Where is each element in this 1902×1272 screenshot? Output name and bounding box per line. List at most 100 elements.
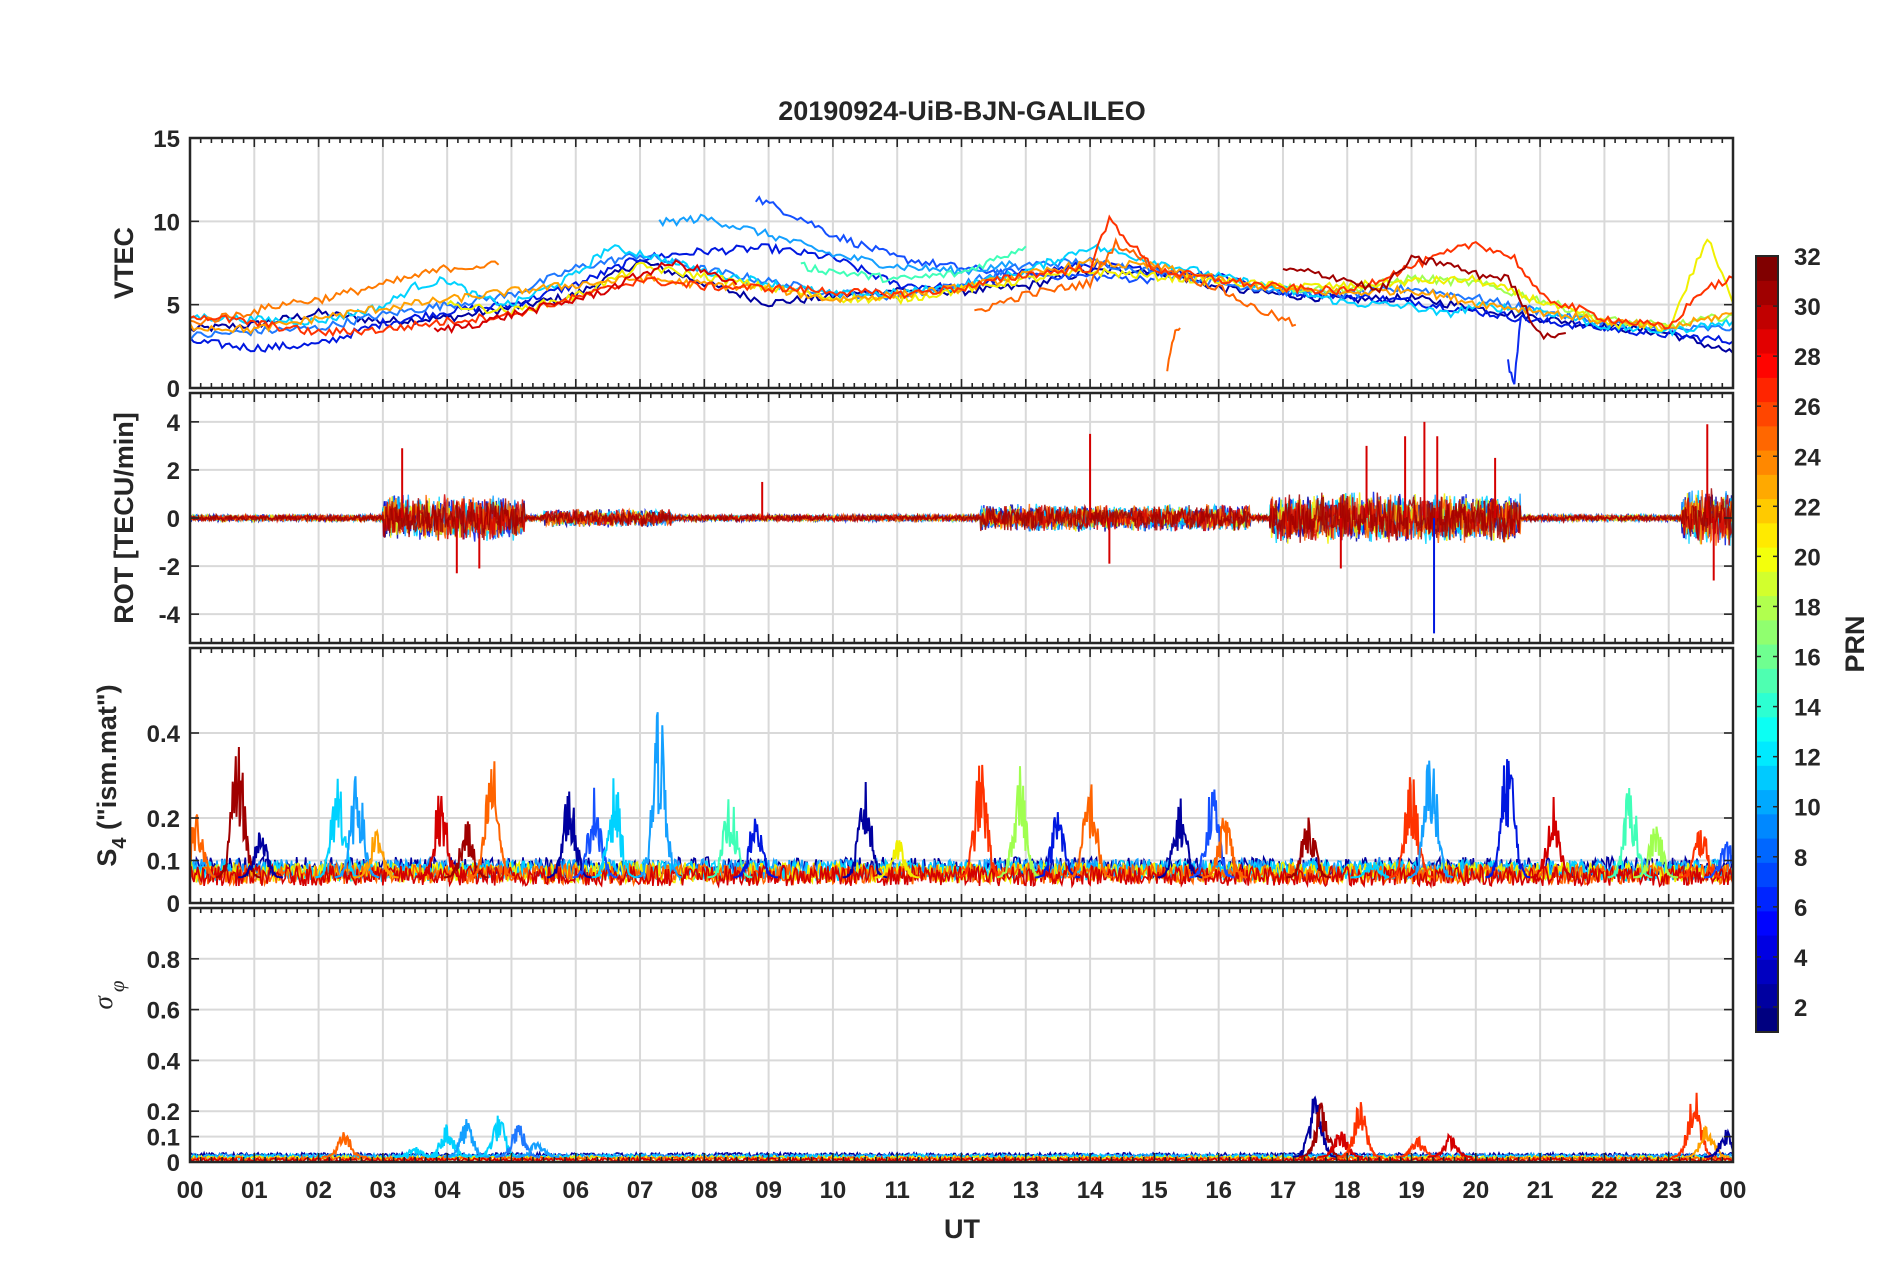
colorbar-band <box>1756 474 1778 500</box>
colorbar-tick-label: 24 <box>1794 444 1821 471</box>
colorbar-tick-label: 26 <box>1794 394 1821 421</box>
colorbar-tick-label: 18 <box>1794 594 1821 621</box>
sigma_phi-burst <box>1427 1132 1473 1158</box>
vtec-series-prn-15 <box>800 245 1027 284</box>
colorbar-tick-label: 32 <box>1794 244 1821 271</box>
s4-burst <box>353 828 399 879</box>
x-tick-label: 19 <box>1398 1177 1425 1204</box>
s4-burst <box>733 818 779 879</box>
x-axis: 00 01 02 03 04 05 06 07 08 09 10 11 12 13 14 15 16 17 18 19… <box>177 1177 1747 1204</box>
y-tick-label: -4 <box>159 602 181 629</box>
s4-baseline-series <box>190 860 1733 888</box>
s4-burst <box>1703 841 1733 879</box>
sigma_phi-burst <box>1318 1131 1364 1158</box>
y-tick-label: 0.8 <box>147 947 180 974</box>
colorbar-band <box>1756 765 1778 791</box>
colorbar-tick-label: 20 <box>1794 544 1821 571</box>
vtec-series-prn-25 <box>1166 327 1181 372</box>
s4-burst <box>315 778 361 879</box>
s4-burst <box>874 840 920 879</box>
y-axis-label-s4: S4 ("ism.mat") <box>92 684 131 866</box>
vtec-series-prn-20 <box>446 238 1733 332</box>
data-vtec <box>190 195 1733 385</box>
vtec-series-prn-27 <box>190 214 1733 338</box>
data-s4 <box>190 711 1733 889</box>
x-tick-label: 18 <box>1334 1177 1361 1204</box>
colorbar-band <box>1756 571 1778 597</box>
x-tick-label: 15 <box>1141 1177 1168 1204</box>
colorbar-tick-label: 6 <box>1794 895 1807 922</box>
s4-burst <box>1035 812 1081 879</box>
x-minor-ticks <box>189 138 1734 388</box>
s4-burst <box>707 799 753 879</box>
y-tick-label: 0.2 <box>147 1099 180 1126</box>
colorbar-tick-label: 2 <box>1794 995 1807 1022</box>
sigma_phi-burst <box>476 1115 521 1158</box>
x-tick-label: 09 <box>755 1177 782 1204</box>
s4-burst <box>1485 759 1531 879</box>
colorbar-tick-label: 22 <box>1794 494 1821 521</box>
chart-title: 20190924-UiB-BJN-GALILEO <box>778 96 1146 126</box>
colorbar-band <box>1756 813 1778 839</box>
sigma_phi-burst <box>1671 1092 1717 1158</box>
colorbar-band <box>1756 910 1778 936</box>
colorbar-tick-label: 12 <box>1794 745 1821 772</box>
vtec-series-prn-5 <box>1507 317 1522 385</box>
y-axis-label-sigma-phi: σφ <box>88 980 129 1009</box>
x-tick-label: 16 <box>1205 1177 1232 1204</box>
y-tick-label: -2 <box>159 554 180 581</box>
colorbar-band <box>1756 862 1778 888</box>
y-tick-label: 0 <box>167 506 180 533</box>
x-minor-ticks <box>189 908 1734 1162</box>
s4-burst <box>190 814 219 879</box>
s4-burst <box>572 787 618 879</box>
x-tick-label: 22 <box>1591 1177 1618 1204</box>
y-tick-label: 0.2 <box>147 806 180 833</box>
s4-burst <box>1067 784 1113 879</box>
y-tick-label: 0 <box>167 1150 180 1177</box>
panel-s4: 0 0.1 0.2 0.4 S4 ("ism.mat") <box>92 646 1735 918</box>
x-tick-label: 20 <box>1462 1177 1489 1204</box>
s4-burst <box>996 766 1042 879</box>
x-tick-label: 01 <box>241 1177 268 1204</box>
panel-sigma_phi: 00.10.2 0.4 0.6 0.8 σφ <box>88 906 1735 1177</box>
colorbar-band <box>1756 692 1778 718</box>
s4-burst <box>469 761 515 879</box>
colorbar-band <box>1756 280 1778 306</box>
colorbar-tick-label: 30 <box>1794 294 1821 321</box>
colorbar-frame <box>1755 255 1779 1033</box>
sigma_phi-burst <box>443 1119 489 1158</box>
y-tick-label: 0 <box>167 891 180 918</box>
colorbar-band <box>1756 1007 1778 1033</box>
y-tick-label: 0.6 <box>147 998 180 1025</box>
x-tick-label: 17 <box>1270 1177 1297 1204</box>
y-tick-label: 5 <box>167 293 180 320</box>
x-axis-label: UT <box>944 1214 980 1244</box>
grid-s4 <box>190 648 1733 903</box>
colorbar-band <box>1756 716 1778 742</box>
x-tick-label: 21 <box>1527 1177 1554 1204</box>
y-axis-label-vtec: VTEC <box>109 227 139 299</box>
s4-burst <box>1408 760 1454 879</box>
colorbar-tick-label: 8 <box>1794 845 1807 872</box>
y-tick-label: 0.4 <box>147 1048 181 1075</box>
colorbar-band <box>1756 668 1778 694</box>
s4-burst <box>1530 796 1576 879</box>
colorbar-band <box>1756 619 1778 645</box>
x-tick-label: 10 <box>820 1177 847 1204</box>
sigma_phi-burst <box>1704 1128 1733 1158</box>
colorbar-band <box>1756 328 1778 354</box>
colorbar-band <box>1756 741 1778 766</box>
x-tick-label: 23 <box>1655 1177 1682 1204</box>
s4-burst <box>1286 817 1332 879</box>
vtec-series-prn-31 <box>1282 254 1566 341</box>
panel-rot: -4 -2 0 2 4 ROT [TECU/min] <box>109 391 1735 645</box>
s4-burst <box>842 781 888 879</box>
y-tick-label: 0.1 <box>147 1125 180 1152</box>
sigma_phi-burst <box>1299 1102 1344 1158</box>
s4-burst <box>1189 789 1235 879</box>
s4-burst <box>334 776 380 879</box>
colorbar-band <box>1756 547 1778 572</box>
